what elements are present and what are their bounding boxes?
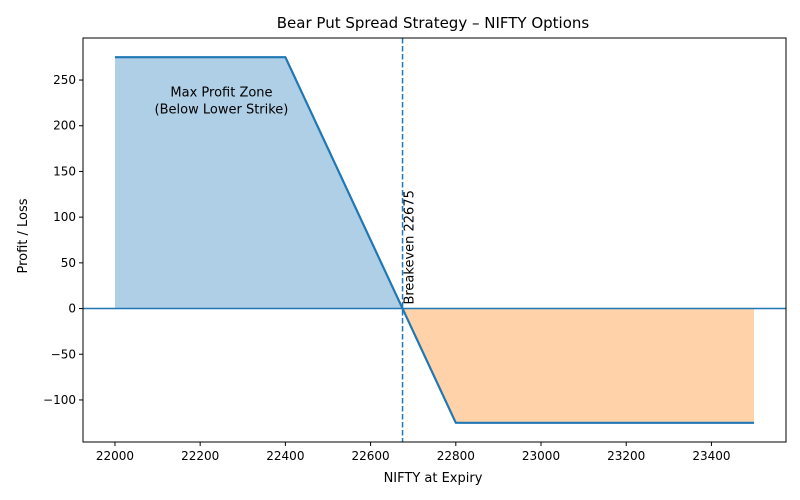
y-tick-label: −50 <box>51 347 76 361</box>
x-tick-label: 22400 <box>266 449 304 463</box>
breakeven-label: Breakeven 22675 <box>403 190 418 304</box>
y-axis-ticks: −100 −50 0 50 100 150 200 250 <box>43 73 83 407</box>
chart-lines <box>83 38 786 442</box>
y-tick-label: 200 <box>53 119 76 133</box>
x-tick-label: 22600 <box>351 449 389 463</box>
profit-loss-fills <box>114 57 755 423</box>
x-tick-label: 22000 <box>96 449 134 463</box>
x-axis-label: NIFTY at Expiry <box>384 471 483 486</box>
x-tick-label: 23200 <box>607 449 645 463</box>
annotations: Breakeven 22675 Max Profit Zone (Below Low… <box>155 85 418 304</box>
y-tick-label: 50 <box>61 256 76 270</box>
x-tick-label: 23000 <box>522 449 560 463</box>
x-tick-label: 22800 <box>437 449 475 463</box>
y-axis-label: Profit / Loss <box>16 198 31 273</box>
max-profit-annotation: (Below Lower Strike) <box>155 102 289 117</box>
y-tick-label: 100 <box>53 210 76 224</box>
chart-title: Bear Put Spread Strategy – NIFTY Options <box>277 14 590 32</box>
plot-frame <box>82 37 787 443</box>
x-tick-label: 23400 <box>692 449 730 463</box>
y-tick-label: 0 <box>68 302 76 316</box>
x-axis-ticks: 22000 22200 22400 22600 22800 23000 23200 23400 <box>96 442 731 463</box>
y-tick-label: 250 <box>53 73 76 87</box>
max-profit-annotation: Max Profit Zone <box>170 85 272 100</box>
y-tick-label: −100 <box>43 393 76 407</box>
x-tick-label: 22200 <box>181 449 219 463</box>
loss-area <box>402 308 755 423</box>
profit-area <box>114 57 403 309</box>
payoff-line <box>114 56 755 424</box>
y-tick-label: 150 <box>53 164 76 178</box>
